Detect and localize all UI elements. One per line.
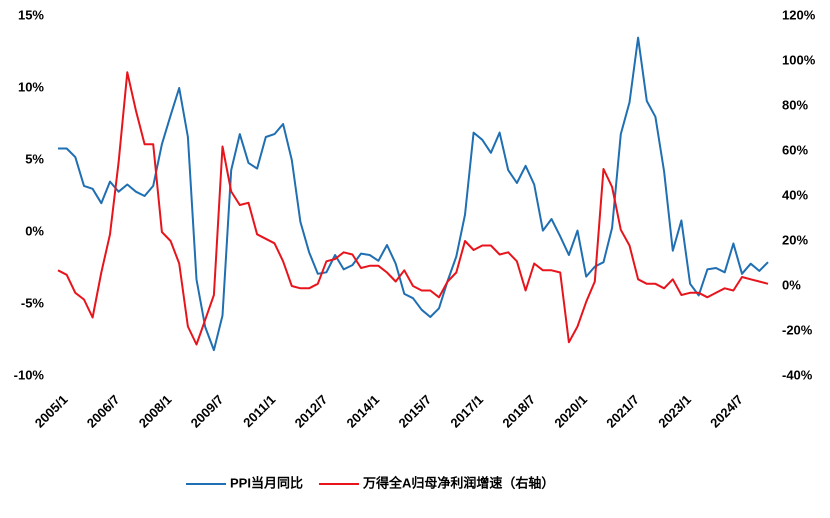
x-tick-label: 2014/1	[344, 392, 383, 431]
x-tick-label: 2011/1	[240, 392, 278, 430]
y-tick-label: 0%	[25, 223, 44, 238]
x-tick-label: 2024/7	[707, 392, 746, 431]
x-tick-label: 2018/7	[499, 392, 538, 431]
y2-tick-label: -20%	[782, 322, 813, 337]
y-tick-label: -10%	[14, 367, 45, 382]
y2-tick-label: -40%	[782, 367, 813, 382]
x-tick-label: 2023/1	[655, 392, 694, 431]
x-tick-label: 2005/1	[32, 392, 71, 431]
y2-tick-label: 80%	[782, 97, 808, 112]
series-line	[57, 71, 769, 346]
x-tick-label: 2006/7	[84, 392, 123, 431]
y2-tick-label: 60%	[782, 142, 808, 157]
x-tick-label: 2008/1	[136, 392, 175, 431]
y2-tick-label: 0%	[782, 277, 801, 292]
x-tick-label: 2015/7	[395, 392, 434, 431]
y2-tick-label: 40%	[782, 187, 808, 202]
y-tick-label: 5%	[25, 151, 44, 166]
legend-label: 万得全A归母净利润增速（右轴）	[362, 475, 554, 490]
x-tick-label: 2017/1	[447, 392, 486, 431]
y-tick-label: -5%	[21, 295, 45, 310]
x-tick-label: 2020/1	[551, 392, 590, 431]
y-tick-label: 15%	[18, 7, 44, 22]
y2-tick-label: 120%	[782, 7, 816, 22]
x-tick-label: 2012/7	[292, 392, 331, 431]
legend-label: PPI当月同比	[230, 475, 303, 490]
y-tick-label: 10%	[18, 79, 44, 94]
series-line	[58, 36, 769, 352]
x-tick-label: 2009/7	[188, 392, 227, 431]
y2-tick-label: 100%	[782, 52, 816, 67]
x-tick-label: 2021/7	[603, 392, 642, 431]
y2-tick-label: 20%	[782, 232, 808, 247]
